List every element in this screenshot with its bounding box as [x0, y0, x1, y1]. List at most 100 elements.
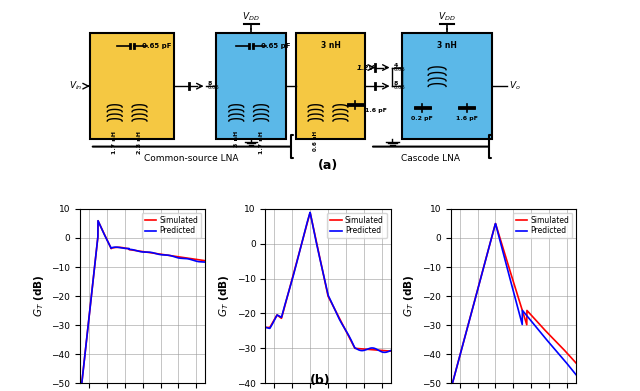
Text: Common-source LNA: Common-source LNA — [145, 154, 239, 163]
Predicted — [184, 256, 192, 261]
FancyBboxPatch shape — [216, 34, 286, 139]
Predicted — [447, 380, 454, 385]
Y-axis label: $G_T$ (dB): $G_T$ (dB) — [217, 275, 231, 317]
FancyBboxPatch shape — [90, 34, 174, 139]
Simulated — [492, 221, 499, 226]
Text: 1.2V: 1.2V — [356, 65, 374, 70]
Simulated — [76, 381, 84, 386]
Line: Predicted: Predicted — [266, 212, 390, 352]
Text: 0.2 pF: 0.2 pF — [412, 116, 433, 120]
Text: 0.65 pF: 0.65 pF — [261, 43, 291, 49]
Text: 0.06: 0.06 — [394, 66, 406, 72]
Simulated — [262, 325, 269, 330]
Predicted — [524, 314, 531, 318]
Simulated — [269, 319, 277, 324]
Text: 4: 4 — [394, 63, 398, 68]
Text: $V_o$: $V_o$ — [509, 80, 521, 92]
Simulated — [342, 327, 349, 332]
Text: $V_{DD}$: $V_{DD}$ — [243, 10, 260, 23]
Predicted — [369, 346, 377, 350]
Predicted — [149, 251, 157, 255]
Text: 3 nH: 3 nH — [437, 41, 457, 50]
Text: Cascode LNA: Cascode LNA — [401, 154, 460, 163]
Simulated — [94, 219, 102, 223]
Predicted — [152, 251, 160, 256]
Predicted — [78, 381, 86, 386]
Text: 1.6 pF: 1.6 pF — [365, 108, 387, 113]
Simulated — [152, 251, 160, 256]
Text: (b): (b) — [310, 374, 330, 387]
Simulated — [527, 312, 534, 317]
Predicted — [572, 372, 580, 377]
Predicted — [492, 221, 499, 226]
Y-axis label: $G_T$ (dB): $G_T$ (dB) — [32, 275, 45, 317]
Line: Simulated: Simulated — [80, 221, 205, 383]
Text: 8: 8 — [394, 81, 398, 86]
Line: Predicted: Predicted — [451, 224, 576, 383]
Legend: Simulated, Predicted: Simulated, Predicted — [327, 213, 387, 239]
Text: 1.7 nH: 1.7 nH — [259, 131, 264, 154]
Simulated — [369, 348, 377, 352]
Simulated — [572, 361, 580, 365]
Text: 8: 8 — [208, 81, 212, 86]
Line: Simulated: Simulated — [451, 224, 576, 383]
Simulated — [202, 258, 209, 263]
Predicted — [156, 252, 164, 257]
Predicted — [387, 348, 394, 353]
Simulated — [172, 254, 179, 259]
FancyBboxPatch shape — [403, 34, 492, 139]
Predicted — [306, 210, 314, 215]
Text: $V_{DD}$: $V_{DD}$ — [438, 10, 456, 23]
Y-axis label: $G_T$ (dB): $G_T$ (dB) — [403, 275, 417, 317]
FancyBboxPatch shape — [296, 34, 365, 139]
Text: 3 nH: 3 nH — [321, 41, 340, 50]
Text: 0.65 pF: 0.65 pF — [142, 43, 172, 49]
Predicted — [342, 327, 349, 332]
Simulated — [84, 327, 92, 332]
Predicted — [542, 337, 550, 341]
Simulated — [449, 380, 456, 385]
Predicted — [335, 315, 342, 319]
Predicted — [94, 218, 102, 223]
Legend: Simulated, Predicted: Simulated, Predicted — [142, 213, 202, 239]
Simulated — [356, 346, 364, 351]
Simulated — [149, 251, 157, 255]
Predicted — [455, 358, 463, 363]
Simulated — [520, 313, 527, 317]
Line: Simulated: Simulated — [266, 213, 390, 351]
Predicted — [527, 318, 534, 323]
Legend: Simulated, Predicted: Simulated, Predicted — [513, 213, 572, 239]
Simulated — [335, 314, 342, 318]
Text: $V_{in}$: $V_{in}$ — [69, 80, 83, 92]
Predicted — [172, 255, 179, 260]
Simulated — [387, 349, 394, 353]
Text: 1.6 pF: 1.6 pF — [456, 116, 478, 120]
Text: 0.06: 0.06 — [394, 85, 406, 90]
Simulated — [542, 329, 550, 334]
Predicted — [202, 260, 209, 264]
Text: 2.3 nH: 2.3 nH — [137, 131, 142, 154]
Predicted — [269, 320, 277, 325]
Predicted — [84, 326, 92, 331]
Predicted — [338, 321, 346, 326]
Line: Predicted: Predicted — [80, 221, 205, 383]
Predicted — [555, 352, 563, 356]
Simulated — [184, 256, 192, 260]
Predicted — [262, 325, 269, 330]
Simulated — [555, 342, 563, 347]
Predicted — [381, 350, 388, 355]
Simulated — [156, 252, 164, 256]
Predicted — [356, 348, 364, 353]
Text: 0.6 nH: 0.6 nH — [313, 131, 318, 151]
Text: (a): (a) — [318, 159, 338, 172]
Simulated — [447, 380, 454, 385]
Simulated — [455, 358, 463, 363]
Predicted — [76, 381, 84, 386]
Simulated — [306, 210, 314, 215]
Predicted — [520, 310, 527, 314]
Text: 3 nH: 3 nH — [234, 131, 239, 147]
Simulated — [524, 308, 531, 313]
Simulated — [338, 320, 346, 325]
Text: 1.7 nH: 1.7 nH — [112, 131, 117, 154]
Text: 0.06: 0.06 — [208, 85, 220, 90]
